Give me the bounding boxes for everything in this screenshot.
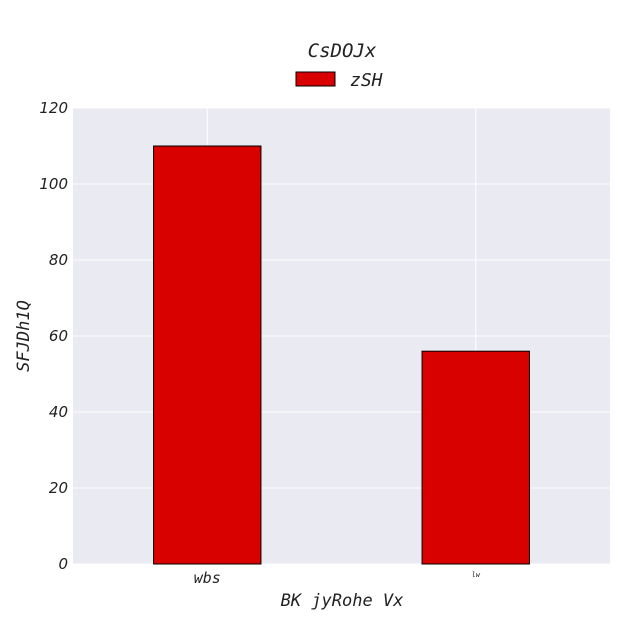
y-tick-label: 120	[39, 99, 68, 117]
x-axis-label: BK jyRohe Vx	[281, 591, 405, 611]
bars	[153, 145, 530, 565]
legend-label: zSH	[350, 70, 383, 91]
legend: zSH	[295, 70, 383, 91]
y-tick-label: 60	[49, 327, 68, 345]
y-tick-label: 40	[49, 403, 68, 421]
legend-swatch	[295, 71, 336, 87]
y-tick-label: 0	[58, 555, 68, 573]
x-tick-label: lw	[472, 571, 481, 579]
x-tick-label: wbs	[194, 569, 221, 587]
y-tick-label: 80	[49, 251, 68, 269]
x-axis-ticks: wbs lw	[194, 569, 481, 587]
y-axis-ticks: 0 20 40 60 80 100 120	[39, 99, 68, 573]
y-axis-label: SFJDh1Q	[14, 300, 34, 372]
chart-title: CsDOJx	[308, 40, 377, 62]
bar-wbs	[153, 145, 262, 565]
y-tick-label: 20	[49, 479, 68, 497]
y-tick-label: 100	[39, 175, 68, 193]
bar-lw	[421, 350, 530, 565]
